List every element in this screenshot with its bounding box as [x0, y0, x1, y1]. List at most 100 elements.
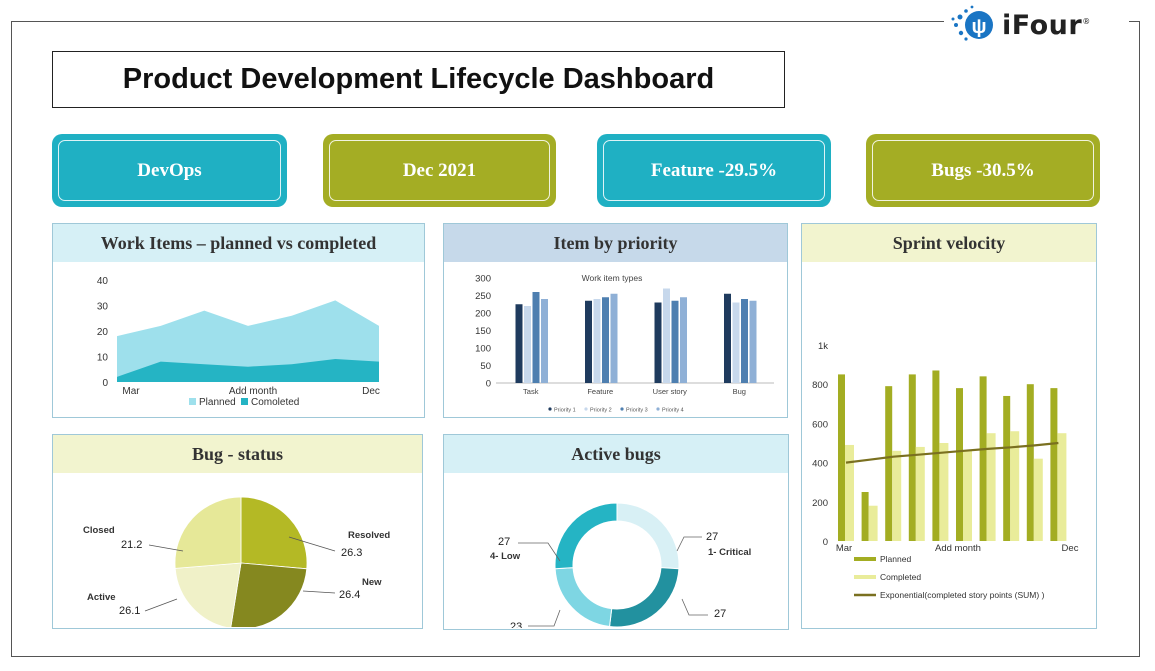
bar — [532, 292, 540, 383]
slice-label: 4- Low — [490, 551, 521, 562]
bar-planned — [838, 374, 845, 541]
kpi-card-devops[interactable]: DevOps — [52, 134, 287, 207]
y-tick-label: 150 — [475, 326, 491, 337]
pie-slice — [174, 562, 242, 627]
title-box: Product Development Lifecycle Dashboard — [52, 51, 785, 108]
panel-priority: Item by priority Work item types 0 50 100 15… — [443, 223, 788, 418]
y-tick-label: 0 — [823, 537, 828, 548]
slice-value: 27 — [706, 531, 718, 543]
y-tick-label: 40 — [97, 276, 109, 287]
panel-title: Item by priority — [444, 224, 787, 262]
leader-line — [302, 590, 336, 594]
bar-completed — [986, 433, 996, 541]
kpi-card-period[interactable]: Dec 2021 — [323, 134, 556, 207]
y-tick-label: 400 — [812, 459, 828, 470]
bar — [724, 293, 731, 383]
pie-slice — [240, 496, 308, 570]
chart-subtitle: Work item types — [582, 273, 643, 283]
slice-label: Resolved — [348, 530, 390, 541]
kpi-card-bugs[interactable]: Bugs -30.5% — [866, 134, 1100, 207]
slice-value: 21.2 — [121, 539, 142, 551]
y-tick-label: 600 — [812, 419, 828, 430]
trend-line — [845, 441, 1059, 464]
x-tick-label: User story — [653, 387, 687, 396]
slice-label: 1- Critical — [708, 547, 751, 558]
y-tick-label: 0 — [102, 378, 108, 389]
bar-planned — [956, 388, 963, 541]
donut-slice — [608, 567, 680, 628]
velocity-chart: 0 200 400 600 800 1k Mar Add month Dec Planned Com… — [812, 341, 1079, 600]
bar — [602, 297, 609, 383]
slice-label: Active — [87, 592, 116, 603]
legend-label: Planned — [880, 554, 911, 564]
x-tick-label: Dec — [362, 386, 380, 397]
panel-title: Sprint velocity — [802, 224, 1096, 262]
bar-completed — [1057, 433, 1067, 541]
panel-title: Work Items – planned vs completed — [53, 224, 424, 262]
work-items-chart: 0 10 20 30 40 Mar Add month Dec Planned Comoleted — [97, 276, 380, 408]
x-tick-label: Dec — [1062, 543, 1079, 554]
bar — [593, 299, 601, 383]
leader-line — [681, 598, 708, 616]
y-tick-label: 250 — [475, 291, 491, 302]
svg-text:ψ: ψ — [971, 16, 986, 38]
legend-label: Completed — [880, 572, 921, 582]
legend-label: Priority 1 — [554, 408, 576, 414]
bar-planned — [885, 386, 893, 541]
bar-completed — [963, 450, 972, 541]
legend-label: Priority 2 — [590, 408, 612, 414]
bar-planned — [932, 370, 940, 541]
slice-label: Closed — [83, 525, 115, 536]
logo-text: iFour® — [1002, 9, 1091, 41]
bar — [732, 302, 740, 383]
y-tick-label: 50 — [480, 361, 491, 372]
legend-swatch — [189, 398, 196, 405]
donut-slice — [616, 502, 680, 570]
panel-title: Bug - status — [53, 435, 422, 473]
bar — [610, 293, 618, 383]
legend-swatch — [854, 557, 876, 561]
bar — [671, 300, 679, 383]
dashboard-frame — [11, 21, 1140, 657]
panel-title: Active bugs — [444, 435, 788, 473]
bar — [524, 306, 531, 383]
bar-completed — [868, 505, 878, 541]
bar-completed — [845, 444, 854, 541]
leader-line — [288, 536, 336, 552]
bar-planned — [1003, 395, 1011, 541]
bar-completed — [892, 450, 902, 541]
panel-work-items: Work Items – planned vs completed 0 10 20 3… — [52, 223, 425, 418]
bar — [680, 297, 687, 383]
legend-label: Priority 3 — [626, 408, 648, 414]
leader-line — [144, 598, 178, 612]
legend-swatch — [620, 407, 624, 411]
y-tick-label: 20 — [97, 327, 109, 338]
donut-slice — [554, 567, 613, 628]
y-tick-label: 100 — [475, 344, 491, 355]
kpi-card-feature[interactable]: Feature -29.5% — [597, 134, 831, 207]
leader-line — [148, 544, 184, 552]
x-tick-label: Bug — [733, 387, 746, 396]
leader-line — [518, 542, 561, 562]
bar-planned — [908, 374, 916, 541]
slice-value: 26.1 — [119, 605, 140, 617]
y-tick-label: 0 — [486, 379, 491, 390]
slice-value: 27 — [498, 536, 510, 548]
kpi-label: Dec 2021 — [402, 159, 477, 181]
bar-completed — [1033, 458, 1043, 541]
y-tick-label: 200 — [812, 498, 828, 509]
legend-swatch — [241, 398, 248, 405]
legend-swatch — [548, 407, 552, 411]
leader-line — [676, 536, 702, 552]
slice-value: 27 — [714, 608, 726, 620]
bar — [663, 288, 670, 383]
legend-swatch — [584, 407, 588, 411]
bar-completed — [939, 443, 949, 541]
legend-label: Priority 4 — [662, 408, 684, 414]
slice-label: New — [362, 577, 382, 588]
bar — [741, 299, 748, 383]
slice-value: 23 — [510, 621, 522, 628]
donut-slice — [554, 502, 618, 570]
